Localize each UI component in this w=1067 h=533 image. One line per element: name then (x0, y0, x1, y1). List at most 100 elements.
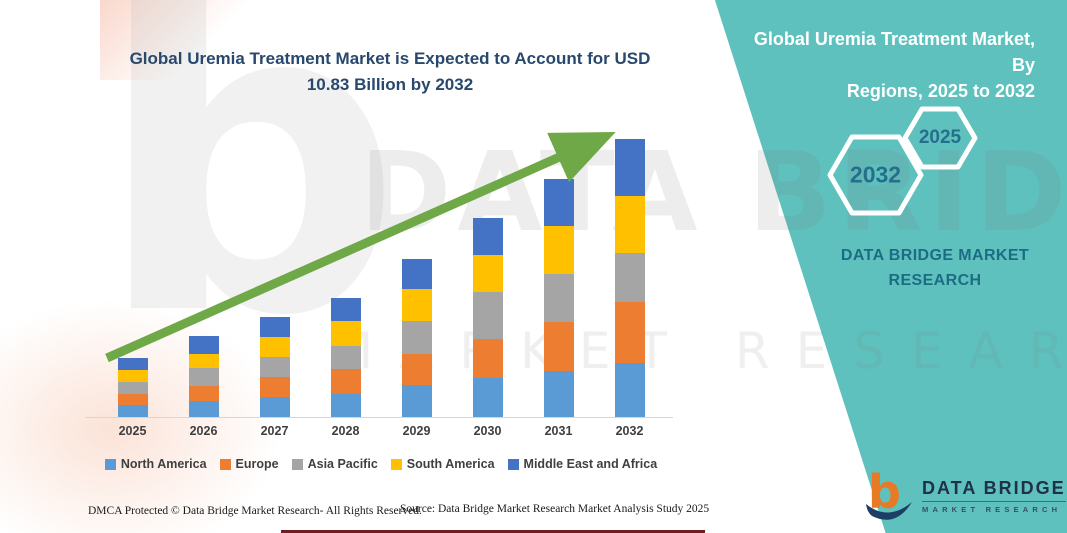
bar-segment-2026-north-america (188, 401, 219, 417)
data-bridge-logo: b DATA BRIDGE MARKET RESEARCH (862, 465, 1066, 522)
legend-label: Middle East and Africa (523, 457, 658, 471)
stacked-bar-2030 (472, 218, 503, 417)
legend-swatch-icon (219, 458, 231, 470)
bar-segment-2027-europe (259, 377, 290, 397)
data-bridge-logo-icon: b (862, 465, 914, 522)
hexagon-2032: 2032 (827, 134, 924, 216)
legend-swatch-icon (291, 458, 303, 470)
bar-segment-2032-south-america (614, 196, 645, 253)
legend-swatch-icon (390, 458, 402, 470)
stacked-bar-2032 (614, 139, 645, 417)
bar-segment-2030-north-america (472, 378, 503, 417)
bar-segment-2029-north-america (401, 385, 432, 417)
x-axis-label-2032: 2032 (615, 424, 644, 438)
x-axis-label-2026: 2026 (189, 424, 218, 438)
legend-item-north-america: North America (104, 457, 207, 471)
bar-segment-2031-south-america (543, 226, 574, 274)
x-axis-label-2028: 2028 (331, 424, 360, 438)
legend-item-middle-east-and-africa: Middle East and Africa (507, 457, 658, 471)
bar-segment-2029-south-america (401, 289, 432, 321)
stacked-bar-2028 (330, 298, 361, 417)
x-axis-label-2029: 2029 (402, 424, 431, 438)
stacked-bar-2025 (117, 358, 148, 417)
x-axis-label-2027: 2027 (260, 424, 289, 438)
logo-text-column: DATA BRIDGE MARKET RESEARCH (922, 478, 1066, 514)
panel-title-line1: Global Uremia Treatment Market, By (753, 29, 1035, 76)
dmca-text: DMCA Protected © Data Bridge Market Rese… (88, 505, 422, 517)
bar-segment-2028-europe (330, 369, 361, 394)
bar-segment-2031-middle-east-and-africa (543, 179, 574, 226)
stacked-bar-2026 (188, 336, 219, 417)
brand-text-line1: DATA BRIDGE MARKET (840, 247, 1030, 264)
bar-segment-2030-asia-pacific (472, 292, 503, 339)
bar-segment-2032-asia-pacific (614, 253, 645, 302)
bar-segment-2028-asia-pacific (330, 346, 361, 369)
stacked-bar-2027 (259, 317, 290, 417)
bar-segment-2026-south-america (188, 354, 219, 368)
bar-segment-2025-europe (117, 394, 148, 405)
logo-name-text: DATA BRIDGE (922, 478, 1066, 502)
bar-segment-2026-middle-east-and-africa (188, 336, 219, 354)
brand-text-line2: RESEARCH (888, 271, 982, 289)
hexagon-2025-label: 2025 (918, 127, 962, 148)
bar-segment-2032-europe (614, 302, 645, 363)
bar-segment-2028-middle-east-and-africa (330, 298, 361, 321)
footer-divider-line (281, 530, 705, 533)
bar-segment-2025-asia-pacific (117, 382, 148, 394)
legend-item-asia-pacific: Asia Pacific (291, 457, 378, 471)
growth-arrow-icon (105, 132, 616, 363)
bar-segment-2025-middle-east-and-africa (117, 358, 148, 370)
bar-segment-2031-asia-pacific (543, 274, 574, 322)
bar-segment-2031-europe (543, 322, 574, 371)
legend-label: South America (406, 457, 495, 471)
source-text: Source: Data Bridge Market Research Mark… (400, 503, 710, 515)
chart-legend: North America Europe Asia Pacific South Ame… (85, 457, 677, 471)
bar-segment-2030-south-america (472, 255, 503, 292)
legend-item-south-america: South America (390, 457, 495, 471)
bar-segment-2032-north-america (614, 363, 645, 417)
x-axis-label-2031: 2031 (544, 424, 573, 438)
bar-segment-2030-europe (472, 339, 503, 378)
plot-area: 2025 2026 2027 2028 2029 2030 2031 2032 (85, 118, 675, 438)
panel-title-line2: Regions, 2025 to 2032 (846, 81, 1035, 102)
bar-segment-2027-south-america (259, 337, 290, 357)
bar-segment-2031-north-america (543, 371, 574, 417)
x-axis-label-2025: 2025 (118, 424, 147, 438)
x-axis-label-2030: 2030 (473, 424, 502, 438)
chart-title-line1: Global Uremia Treatment Market is Expect… (129, 49, 651, 68)
x-axis-line (85, 417, 673, 418)
stacked-bar-2031 (543, 179, 574, 417)
bar-segment-2025-north-america (117, 405, 148, 417)
bar-segment-2027-north-america (259, 397, 290, 417)
bar-segment-2029-europe (401, 354, 432, 385)
legend-label: North America (120, 457, 207, 471)
legend-item-europe: Europe (219, 457, 279, 471)
bar-segment-2030-middle-east-and-africa (472, 218, 503, 255)
legend-label: Asia Pacific (307, 457, 378, 471)
bar-segment-2028-south-america (330, 321, 361, 346)
bar-segment-2026-europe (188, 386, 219, 401)
bar-segment-2029-middle-east-and-africa (401, 259, 432, 289)
bar-segment-2027-middle-east-and-africa (259, 317, 290, 337)
legend-label: Europe (235, 457, 279, 471)
bar-segment-2025-south-america (117, 370, 148, 382)
logo-sub-text: MARKET RESEARCH (922, 505, 1062, 514)
panel-title: Global Uremia Treatment Market, By Regio… (745, 26, 1035, 104)
bar-segment-2026-asia-pacific (188, 368, 219, 386)
bar-segment-2027-asia-pacific (259, 357, 290, 377)
bar-segment-2029-asia-pacific (401, 321, 432, 354)
hexagon-2025: 2025 (902, 106, 978, 170)
legend-swatch-icon (507, 458, 519, 470)
chart-title-line2: 10.83 Billion by 2032 (306, 75, 474, 95)
bar-segment-2032-middle-east-and-africa (614, 139, 645, 196)
hexagon-2032-label: 2032 (849, 161, 902, 188)
hexagon-outline-icon (827, 134, 924, 216)
legend-swatch-icon (104, 458, 116, 470)
logo-b-icon: b (866, 465, 912, 520)
bar-segment-2028-north-america (330, 394, 361, 417)
hexagon-outline-icon (902, 106, 978, 170)
brand-text: DATA BRIDGE MARKET RESEARCH (825, 244, 1045, 294)
chart-title: Global Uremia Treatment Market is Expect… (105, 46, 675, 99)
stacked-bar-2029 (401, 259, 432, 417)
